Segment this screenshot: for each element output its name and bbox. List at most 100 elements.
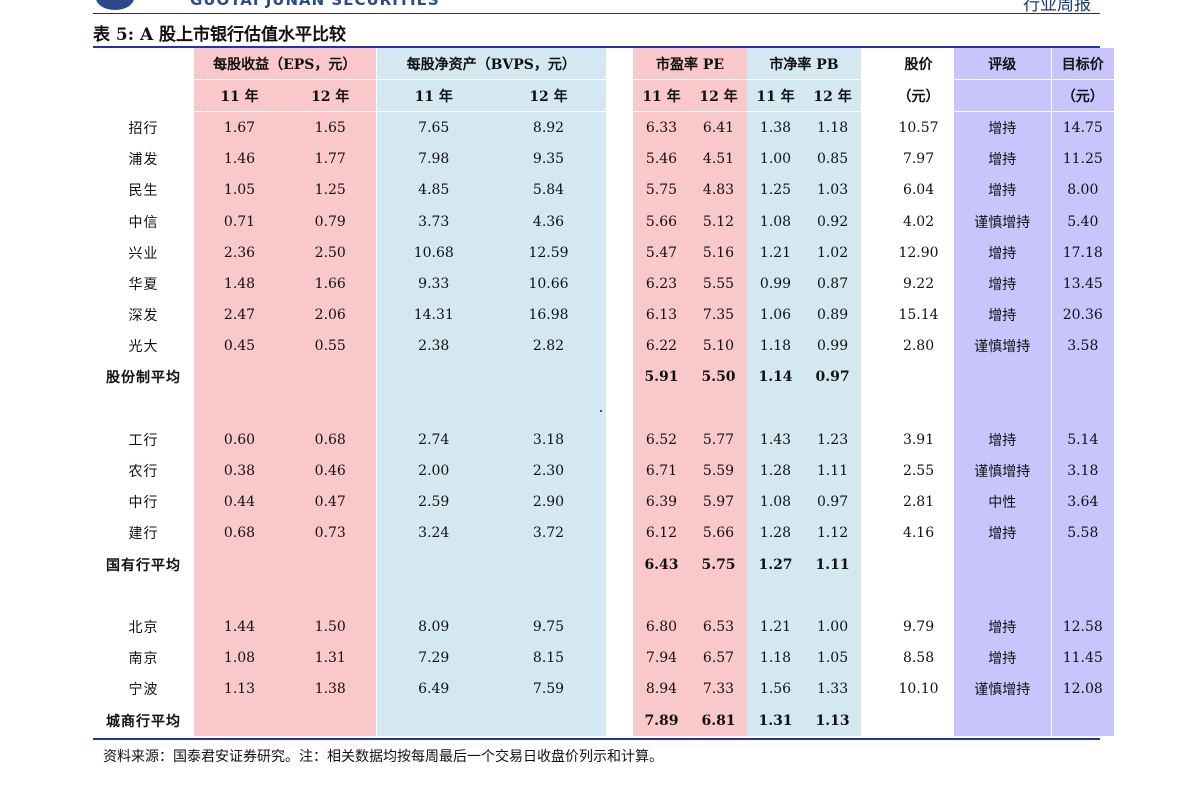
gap-cell xyxy=(861,361,884,394)
header-gap-2 xyxy=(861,48,884,80)
header-eps: 每股收益（EPS，元） xyxy=(194,48,376,81)
bvps-2011: 14.31 xyxy=(375,299,491,331)
table-row: 光大 0.45 0.55 2.38 2.82 6.22 5.10 1.18 0.99 2.80 谨慎… xyxy=(93,330,1115,362)
pb-2011: 1.25 xyxy=(747,174,805,206)
gap-cell xyxy=(606,268,633,300)
pe-2011: 6.13 xyxy=(633,299,690,331)
pb-2011: 1.08 xyxy=(747,205,805,238)
rating: 增持 xyxy=(954,143,1052,175)
eps-2011: 0.71 xyxy=(194,205,285,238)
bvps-2012: 2.90 xyxy=(491,486,606,518)
pb-2012: 1.00 xyxy=(804,611,862,643)
eps-2012: 0.55 xyxy=(285,330,376,362)
pb-2011: 1.56 xyxy=(747,673,805,705)
bank-name: 中信 xyxy=(93,205,194,238)
valuation-table: 每股收益（EPS，元） 每股净资产（BVPS，元） 市盈率 PE 市净率 PB … xyxy=(93,48,1115,737)
pe-2011: 5.47 xyxy=(633,237,690,269)
header-eps-11: 11 年 xyxy=(194,79,285,113)
target-price: 12.08 xyxy=(1050,673,1115,705)
eps-2011: 1.48 xyxy=(194,268,285,300)
header-row-years: 11 年 12 年 11 年 12 年 11 年 12 年 11 年 12 年 … xyxy=(93,79,1115,113)
gap-cell xyxy=(606,517,633,549)
share-price: 3.91 xyxy=(883,424,955,456)
share-price: 9.79 xyxy=(883,611,955,643)
rating: 增持 xyxy=(954,642,1052,674)
stray-dot xyxy=(600,410,602,412)
gap-cell xyxy=(606,549,633,581)
eps-2011: 1.67 xyxy=(194,111,285,144)
pb-2012: 1.33 xyxy=(804,673,862,705)
bank-name xyxy=(93,580,194,612)
eps-2011: 0.60 xyxy=(194,424,285,456)
eps-2012: 0.68 xyxy=(285,424,376,456)
bvps-2012: 16.98 xyxy=(491,299,606,331)
target-price: 5.58 xyxy=(1050,517,1115,549)
bank-name: 光大 xyxy=(93,330,194,362)
header-gap-3 xyxy=(606,79,633,113)
pe-2012: 6.57 xyxy=(690,642,748,674)
eps-2012: 1.25 xyxy=(285,174,376,206)
pe-2012: 5.16 xyxy=(690,237,748,269)
eps-2011: 2.36 xyxy=(194,237,285,269)
eps-2011: 2.47 xyxy=(194,299,285,331)
pb-2012: 1.23 xyxy=(804,424,862,456)
target-price: 5.40 xyxy=(1050,205,1115,238)
pe-2012: 7.33 xyxy=(690,673,748,705)
target-price: 11.45 xyxy=(1050,642,1115,674)
pe-2011: 6.12 xyxy=(633,517,690,549)
table-row: 中信 0.71 0.79 3.73 4.36 5.66 5.12 1.08 0.92 4.02 谨慎… xyxy=(93,205,1115,238)
table-row: 民生 1.05 1.25 4.85 5.84 5.75 4.83 1.25 1.03 6.04 增持… xyxy=(93,174,1115,206)
pe-2011: 5.46 xyxy=(633,143,690,175)
gap-cell xyxy=(861,424,884,456)
gap-cell xyxy=(861,111,884,144)
eps-2012: 0.73 xyxy=(285,517,376,549)
gap-cell xyxy=(606,205,633,238)
share-price: 2.55 xyxy=(883,455,955,487)
gap-cell xyxy=(861,580,884,612)
bank-name: 招行 xyxy=(93,111,194,144)
pe-2012: 6.41 xyxy=(690,111,748,144)
bank-name: 南京 xyxy=(93,642,194,674)
bvps-2011: 4.85 xyxy=(375,174,491,206)
pe-2011 xyxy=(633,393,690,425)
bvps-2012 xyxy=(491,704,606,737)
rating xyxy=(954,704,1052,737)
pb-2012: 0.97 xyxy=(804,361,862,394)
bvps-2012: 8.15 xyxy=(491,642,606,674)
share-price xyxy=(883,393,955,425)
header-rating-blank xyxy=(954,79,1052,113)
pe-2012 xyxy=(690,393,748,425)
gap-cell xyxy=(606,299,633,331)
bvps-2012: 2.30 xyxy=(491,455,606,487)
eps-2012: 1.50 xyxy=(285,611,376,643)
report-type: 行业周报 xyxy=(1023,0,1091,14)
gap-cell xyxy=(606,424,633,456)
eps-2011 xyxy=(194,361,285,394)
table-row: 北京 1.44 1.50 8.09 9.75 6.80 6.53 1.21 1.00 9.79 增持… xyxy=(93,611,1115,643)
rating xyxy=(954,393,1052,425)
rating: 谨慎增持 xyxy=(954,673,1052,705)
bvps-2012: 9.35 xyxy=(491,143,606,175)
pb-2012: 1.05 xyxy=(804,642,862,674)
pb-2011: 1.08 xyxy=(747,486,805,518)
share-price: 2.81 xyxy=(883,486,955,518)
bvps-2011: 6.49 xyxy=(375,673,491,705)
pb-2012: 1.11 xyxy=(804,549,862,581)
target-price: 3.18 xyxy=(1050,455,1115,487)
bvps-2012 xyxy=(491,580,606,612)
gap-cell xyxy=(606,486,633,518)
bvps-2011 xyxy=(375,549,491,581)
bvps-2012: 9.75 xyxy=(491,611,606,643)
target-price: 12.58 xyxy=(1050,611,1115,643)
pb-2011: 1.31 xyxy=(747,704,805,737)
gap-cell xyxy=(606,361,633,394)
pe-2012: 4.83 xyxy=(690,174,748,206)
bvps-2012: 10.66 xyxy=(491,268,606,300)
share-price: 9.22 xyxy=(883,268,955,300)
target-price: 3.58 xyxy=(1050,330,1115,362)
pe-2011: 5.91 xyxy=(633,361,690,394)
gap-cell xyxy=(606,455,633,487)
share-price: 15.14 xyxy=(883,299,955,331)
eps-2012: 1.38 xyxy=(285,673,376,705)
target-price: 11.25 xyxy=(1050,143,1115,175)
